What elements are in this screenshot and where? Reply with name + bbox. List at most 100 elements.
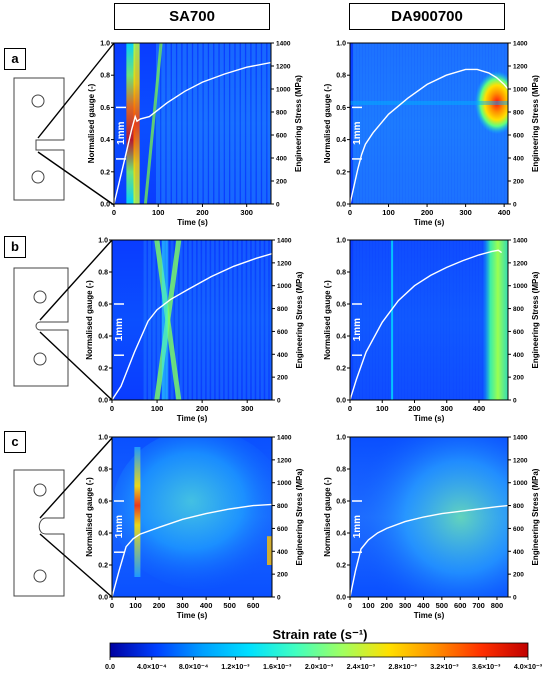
y2-tick-label: 800 [513, 503, 524, 510]
x-tick-label: 600 [247, 601, 260, 610]
y2-tick-label: 1000 [276, 87, 291, 94]
x-tick-label: 200 [153, 601, 166, 610]
y2-tick-label: 1000 [513, 87, 528, 94]
specimen-b [13, 239, 113, 401]
y2-axis-label: Engineering Stress (MPa) [531, 75, 540, 172]
x-tick-label: 300 [399, 601, 412, 610]
x-tick-label: 400 [200, 601, 213, 610]
y-tick-label: 0.8 [98, 467, 108, 474]
y2-tick-label: 0 [513, 595, 517, 602]
y2-tick-label: 0 [513, 398, 517, 405]
y2-tick-label: 600 [277, 329, 288, 336]
y2-tick-label: 800 [277, 503, 288, 510]
y2-tick-label: 1400 [277, 238, 292, 245]
y2-tick-label: 1200 [277, 260, 292, 267]
y-tick-label: 0.6 [100, 105, 110, 112]
y-tick-label: 0.4 [336, 137, 346, 144]
y2-tick-label: 1200 [513, 457, 528, 464]
y-tick-label: 0.2 [98, 563, 108, 570]
y-tick-label: 0.4 [336, 334, 346, 341]
panel-a-da900700: 1mm 0 100 200 300 400 Time (s) 0.0 0.2 0.4 0.6 0.8 1… [323, 41, 540, 228]
scale-bar-label: 1mm [352, 515, 363, 538]
panel-c-sa700: 1mm 0 100 200 300 400 500 600 Time (s) 0.0 0.2 0.4 0… [85, 435, 304, 621]
y2-tick-label: 200 [276, 179, 287, 186]
y-tick-label: 0.0 [98, 595, 108, 602]
y-axis-label: Normalised gauge (-) [85, 477, 94, 557]
panel-a-sa700: 1mm 0 100 200 300 Time (s) 0.0 0.2 0.4 0.6 0.8 1.0 N… [87, 41, 303, 228]
y-tick-label: 1.0 [336, 41, 346, 48]
y2-tick-label: 1400 [276, 41, 291, 48]
x-tick-label: 700 [472, 601, 485, 610]
y2-tick-label: 1400 [277, 435, 292, 442]
row-label-b: b [4, 236, 26, 258]
x-tick-label: 600 [454, 601, 467, 610]
y2-tick-label: 600 [277, 526, 288, 533]
x-tick-label: 200 [196, 404, 209, 413]
y2-tick-label: 0 [277, 595, 281, 602]
y-tick-label: 0.4 [336, 531, 346, 538]
colorbar-tick-label: 8.0×10⁻⁴ [179, 662, 209, 671]
y2-tick-label: 400 [277, 352, 288, 359]
y2-axis-label: Engineering Stress (MPa) [295, 468, 304, 565]
colorbar-tick-label: 1.2×10⁻³ [221, 662, 250, 671]
y2-tick-label: 1000 [277, 283, 292, 290]
y-tick-label: 0.0 [336, 202, 346, 209]
y-tick-label: 0.6 [336, 499, 346, 506]
y2-tick-label: 800 [513, 110, 524, 117]
x-tick-label: 500 [223, 601, 236, 610]
y2-tick-label: 800 [276, 110, 287, 117]
y-tick-label: 1.0 [336, 238, 346, 245]
x-tick-label: 100 [151, 404, 164, 413]
y2-tick-label: 0 [276, 202, 280, 209]
stress-curve [112, 253, 272, 400]
x-tick-label: 100 [152, 208, 165, 217]
x-tick-label: 0 [348, 208, 352, 217]
x-tick-label: 300 [440, 404, 453, 413]
x-tick-label: 500 [436, 601, 449, 610]
colorbar-tick-label: 2.8×10⁻³ [388, 662, 417, 671]
stress-curve [350, 68, 508, 204]
header-sa700: SA700 [114, 3, 270, 30]
x-tick-label: 200 [408, 404, 421, 413]
y-tick-label: 1.0 [100, 41, 110, 48]
scale-bar-label: 1mm [352, 121, 363, 144]
panels: 1mm 0 100 200 300 Time (s) 0.0 0.2 0.4 0.6 0.8 1.0 N… [85, 41, 540, 621]
colorbar-gradient [109, 642, 529, 658]
y2-axis-label: Engineering Stress (MPa) [531, 271, 540, 368]
y2-tick-label: 200 [513, 572, 524, 579]
row-label-a: a [4, 48, 26, 70]
row-label-c: c [4, 431, 26, 453]
scale-bar-label: 1mm [114, 318, 125, 341]
colorbar-tick-label: 3.2×10⁻³ [430, 662, 459, 671]
y-axis-label: Normalised gauge (-) [323, 280, 332, 360]
y-tick-label: 1.0 [98, 435, 108, 442]
y-tick-label: 0.4 [98, 531, 108, 538]
y-tick-label: 0.6 [98, 499, 108, 506]
colorbar-tick-label: 0.0 [105, 662, 115, 671]
x-axis-label: Time (s) [414, 218, 445, 227]
y2-tick-label: 200 [513, 375, 524, 382]
x-tick-label: 200 [196, 208, 209, 217]
y2-axis-label: Engineering Stress (MPa) [295, 271, 304, 368]
scale-bar-label: 1mm [352, 318, 363, 341]
x-axis-label: Time (s) [177, 611, 208, 620]
y-tick-label: 0.8 [98, 270, 108, 277]
colorbar-tick-label: 2.0×10⁻³ [305, 662, 334, 671]
x-tick-label: 0 [348, 601, 352, 610]
header-da900700: DA900700 [349, 3, 505, 30]
x-tick-label: 400 [498, 208, 511, 217]
y-tick-label: 1.0 [98, 238, 108, 245]
stress-curve [112, 503, 272, 597]
y2-tick-label: 600 [276, 133, 287, 140]
y2-tick-label: 800 [513, 306, 524, 313]
y2-tick-label: 1400 [513, 435, 528, 442]
y-tick-label: 0.8 [336, 73, 346, 80]
x-tick-label: 300 [240, 208, 253, 217]
y-tick-label: 0.4 [98, 334, 108, 341]
y-tick-label: 0.2 [336, 169, 346, 176]
panel-b-da900700: 1mm 0 100 200 300 400 Time (s) 0.0 0.2 0.4 0.6 0.8 1… [323, 238, 540, 424]
y2-tick-label: 400 [513, 156, 524, 163]
y-tick-label: 0.8 [100, 73, 110, 80]
